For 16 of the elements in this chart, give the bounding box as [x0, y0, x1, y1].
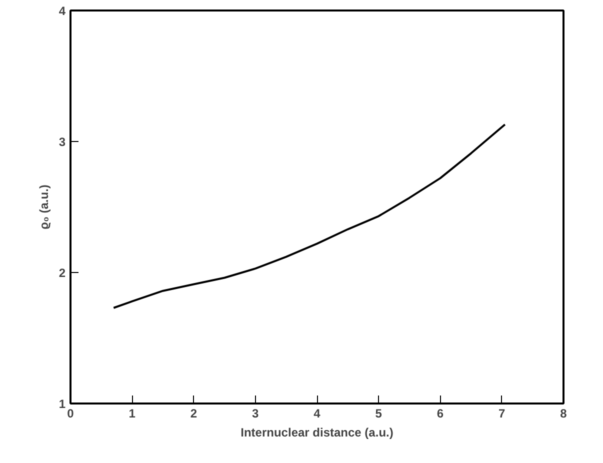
x-tick-label: 4 [314, 406, 321, 420]
y-tick-label: 4 [58, 4, 66, 18]
x-tick-label: 8 [560, 406, 568, 420]
x-tick-label: 1 [128, 406, 136, 420]
y-tick-label: 1 [58, 397, 66, 411]
y-axis-title: ϱ₀ (a.u.) [36, 184, 51, 230]
x-axis-title: Internuclear distance (a.u.) [240, 426, 394, 440]
x-tick-label: 6 [436, 406, 444, 420]
x-tick-label: 3 [252, 406, 260, 420]
y-tick-label: 3 [58, 135, 66, 149]
x-tick-label: 7 [498, 406, 506, 420]
y-tick-label: 2 [58, 266, 66, 280]
x-tick-label: 2 [190, 406, 198, 420]
x-tick-label: 5 [375, 406, 382, 420]
x-tick-label: 0 [67, 406, 74, 420]
line-series [112, 123, 506, 309]
